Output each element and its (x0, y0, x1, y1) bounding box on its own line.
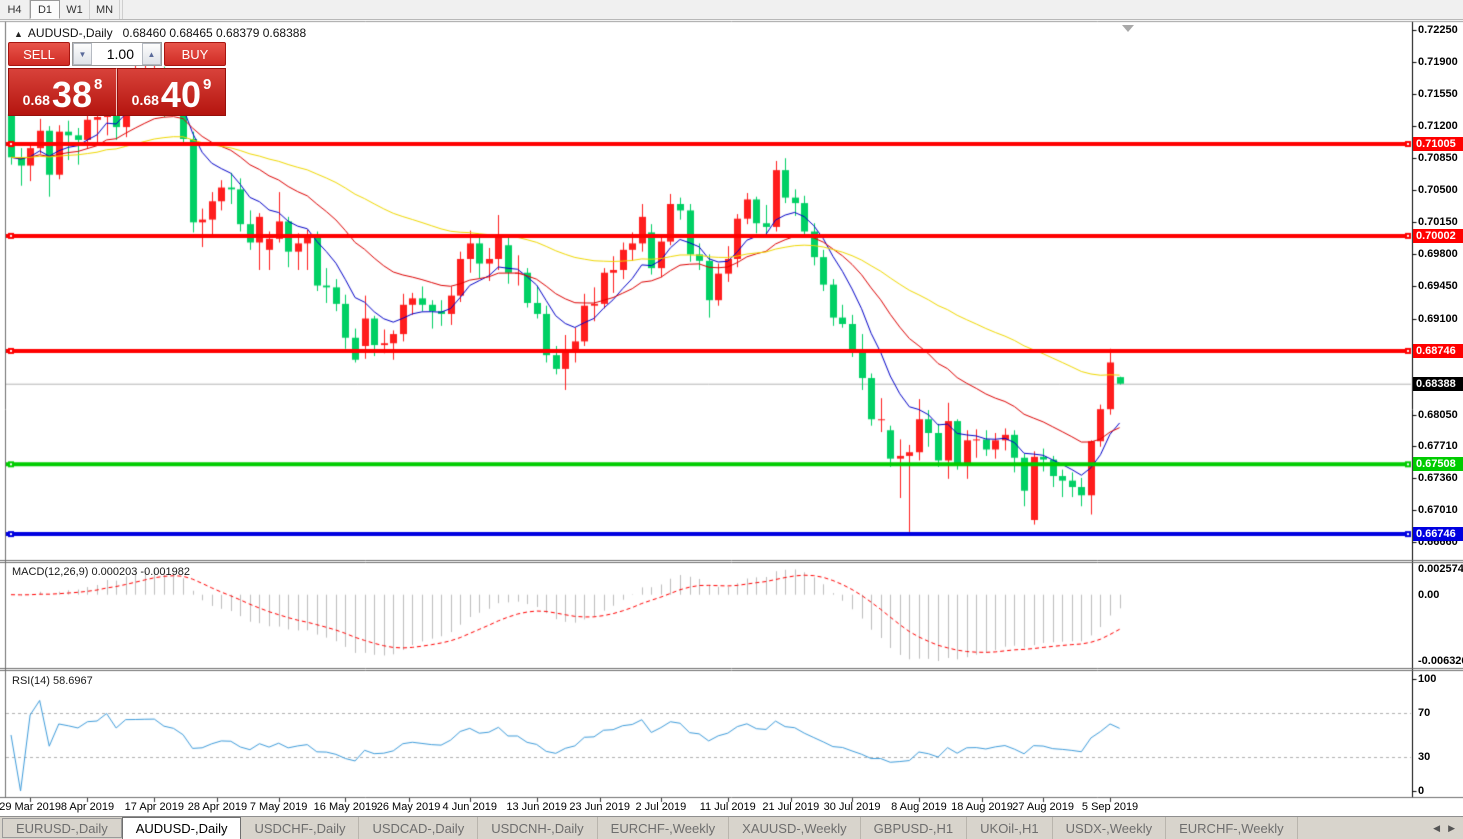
date-axis-label: 13 Jun 2019 (506, 801, 567, 813)
symbol-tab-gbpusd-h1[interactable]: GBPUSD-,H1 (861, 817, 968, 839)
hline-price-badge: 0.70002 (1413, 228, 1463, 243)
hline-price-badge: 0.71005 (1413, 137, 1463, 152)
buy-price-pipette: 9 (202, 76, 212, 93)
date-axis-label: 30 Jul 2019 (823, 801, 881, 813)
date-axis-label: 8 Apr 2019 (60, 801, 115, 813)
collapse-triangle-icon[interactable]: ▲ (14, 29, 23, 39)
macd-axis-tick-max: 0.002574 (1418, 563, 1463, 575)
symbol-tab-usdcnh-daily[interactable]: USDCNH-,Daily (478, 817, 598, 839)
rsi-axis-tick: 30 (1418, 751, 1431, 764)
symbol-tab-eurusd-daily[interactable]: EURUSD-,Daily (2, 818, 122, 838)
tab-scroll-right-icon[interactable]: ▶ (1448, 822, 1455, 833)
date-axis-label: 17 Apr 2019 (124, 801, 185, 813)
date-axis-label: 5 Sep 2019 (1081, 801, 1139, 813)
date-axis-label: 26 May 2019 (376, 801, 441, 813)
sell-price-prefix: 0.68 (22, 92, 50, 108)
date-axis-label: 11 Jul 2019 (699, 801, 756, 813)
symbol-tab-xauusd-weekly[interactable]: XAUUSD-,Weekly (729, 817, 861, 839)
chart-shift-marker-icon[interactable] (1122, 25, 1134, 32)
macd-axis-tick-zero: 0.00 (1418, 588, 1440, 601)
sell-price-pipette: 8 (93, 76, 103, 93)
price-axis-tick: 0.67010 (1418, 503, 1458, 516)
symbol-tab-eurchf-weekly[interactable]: EURCHF-,Weekly (1166, 817, 1298, 839)
macd-indicator-label: MACD(12,26,9) 0.000203 -0.001982 (12, 566, 190, 578)
date-axis-label: 23 Jun 2019 (569, 801, 630, 813)
buy-button[interactable]: BUY (164, 42, 226, 66)
price-axis-tick: 0.67710 (1418, 439, 1458, 452)
date-axis-label: 8 Aug 2019 (891, 801, 947, 813)
buy-price-big: 40 (160, 73, 201, 115)
price-axis-tick: 0.69450 (1418, 280, 1458, 293)
macd-axis-tick-min: -0.006326 (1418, 655, 1463, 667)
volume-spinner: ▼ 1.00 ▲ (72, 42, 162, 66)
buy-price-prefix: 0.68 (131, 92, 159, 108)
date-axis-label: 28 Apr 2019 (187, 801, 248, 813)
price-axis-tick: 0.69100 (1418, 312, 1458, 325)
current-price-badge: 0.68388 (1413, 376, 1463, 391)
buy-quote-panel[interactable]: 0.68 40 9 (117, 68, 226, 116)
date-axis-label: 27 Aug 2019 (1012, 801, 1075, 813)
price-axis-tick: 0.72250 (1418, 24, 1458, 36)
symbol-tab-eurchf-weekly[interactable]: EURCHF-,Weekly (598, 817, 730, 839)
symbol-tabbar: EURUSD-,Daily AUDUSD-,Daily USDCHF-,Daily U… (0, 816, 1463, 839)
volume-decrease-button[interactable]: ▼ (73, 43, 92, 65)
symbol-tab-ukoil-h1[interactable]: UKOil-,H1 (967, 817, 1053, 839)
price-axis-tick: 0.69800 (1418, 248, 1458, 261)
price-axis-tick: 0.70500 (1418, 184, 1458, 197)
rsi-axis-tick: 0 (1418, 785, 1425, 797)
price-axis-tick: 0.70150 (1418, 216, 1458, 229)
rsi-axis-tick: 70 (1418, 706, 1431, 719)
chart-header: ▲ AUDUSD-,Daily 0.68460 0.68465 0.68379 0.… (14, 26, 306, 40)
rsi-axis-tick: 100 (1418, 673, 1437, 685)
price-axis-tick: 0.68050 (1418, 408, 1458, 421)
date-axis-label: 16 May 2019 (313, 801, 378, 813)
date-axis-label: 7 May 2019 (249, 801, 308, 813)
date-axis-label: 2 Jul 2019 (635, 801, 687, 813)
volume-increase-button[interactable]: ▲ (142, 43, 161, 65)
sell-price-big: 38 (51, 73, 92, 115)
date-axis-label: 29 Mar 2019 (0, 801, 61, 813)
hline-price-badge: 0.68746 (1413, 343, 1463, 358)
symbol-tab-audusd-daily[interactable]: AUDUSD-,Daily (121, 817, 242, 839)
symbol-tab-usdcad-daily[interactable]: USDCAD-,Daily (359, 817, 479, 839)
price-axis-tick: 0.71200 (1418, 120, 1458, 133)
date-axis-label: 4 Jun 2019 (442, 801, 497, 813)
symbol-tab-usdchf-daily[interactable]: USDCHF-,Daily (241, 817, 360, 839)
symbol-tab-usdx-weekly[interactable]: USDX-,Weekly (1053, 817, 1167, 839)
price-axis-tick: 0.70850 (1418, 152, 1458, 165)
sell-button[interactable]: SELL (8, 42, 70, 66)
price-axis-tick: 0.67360 (1418, 471, 1458, 484)
date-axis-label: 21 Jul 2019 (762, 801, 820, 813)
date-axis-label: 18 Aug 2019 (951, 801, 1013, 813)
hline-price-badge: 0.66746 (1413, 527, 1463, 542)
ohlc-values: 0.68460 0.68465 0.68379 0.68388 (122, 26, 307, 40)
price-axis-tick: 0.71900 (1418, 56, 1458, 69)
volume-input[interactable]: 1.00 (92, 43, 142, 65)
one-click-trading-panel: SELL ▼ 1.00 ▲ BUY 0.68 38 8 0.68 40 9 (8, 42, 226, 116)
tab-scroll-left-icon[interactable]: ◀ (1433, 822, 1441, 833)
rsi-indicator-label: RSI(14) 58.6967 (12, 675, 93, 687)
tab-scroll-arrows: ◀ ▶ (1433, 817, 1463, 839)
symbol-title: AUDUSD-,Daily (27, 26, 113, 40)
price-axis-tick: 0.71550 (1418, 88, 1458, 101)
hline-price-badge: 0.67508 (1413, 457, 1463, 472)
sell-quote-panel[interactable]: 0.68 38 8 (8, 68, 117, 116)
